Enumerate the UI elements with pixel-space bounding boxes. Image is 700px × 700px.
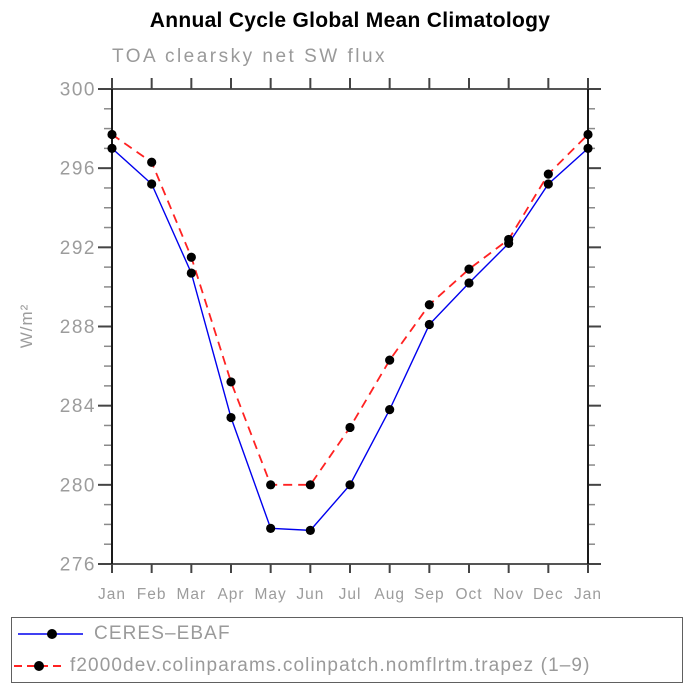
series-line-1 (111, 133, 589, 486)
data-point-marker (107, 129, 117, 140)
y-tick-label: 292 (60, 238, 96, 259)
data-point-marker (504, 234, 514, 245)
x-tick-label: Dec (533, 586, 564, 603)
x-tick-label: Feb (137, 586, 167, 603)
x-tick-label: May (255, 586, 287, 603)
x-tick-label: Aug (374, 586, 405, 603)
legend-marker-icon (34, 661, 44, 671)
data-point-marker (226, 412, 236, 423)
series-line-0 (111, 147, 589, 532)
data-point-marker (186, 268, 196, 278)
legend-sample-dashed-line (14, 661, 65, 671)
data-point-marker (583, 129, 593, 140)
x-tick-label: Jan (574, 586, 602, 603)
data-point-marker (147, 179, 157, 189)
legend-item-f2000dev: f2000dev.colinparams.colinpatch.nomflrtm… (12, 650, 682, 682)
legend-label-2: f2000dev.colinparams.colinpatch.nomflrtm… (70, 655, 591, 676)
x-tick-label: Sep (414, 586, 445, 603)
data-point-marker (186, 252, 196, 262)
legend-item-ceres: CERES–EBAF (12, 618, 682, 650)
data-point-marker (345, 422, 355, 433)
y-tick-label: 300 (60, 80, 96, 101)
data-point-marker (266, 523, 276, 533)
x-tick-label: Jul (339, 586, 362, 603)
x-tick-label: Jan (98, 586, 126, 603)
chart-subtitle: TOA clearsky net SW flux (112, 46, 388, 67)
y-tick-label: 276 (60, 555, 96, 576)
data-point-marker (543, 169, 553, 179)
x-tick-label: Oct (455, 586, 482, 603)
data-point-marker (543, 179, 553, 189)
data-point-marker (107, 143, 117, 153)
data-point-marker (385, 405, 395, 415)
data-point-marker (305, 480, 315, 490)
chart-canvas: Jan Feb Mar Apr May Jun Jul Aug Sep Oct Nov Dec Jan2… (17, 78, 602, 603)
chart-title: Annual Cycle Global Mean Climatology (149, 9, 551, 32)
data-point-marker (424, 319, 434, 330)
x-tick-label: Nov (493, 586, 524, 603)
data-point-marker (424, 300, 434, 310)
y-tick-label: 288 (60, 317, 96, 338)
data-point-marker (266, 480, 276, 490)
y-tick-label: 280 (60, 475, 96, 496)
y-tick-label: 284 (60, 396, 96, 417)
data-point-marker (226, 377, 236, 387)
legend-sample-solid-line (18, 629, 83, 639)
data-point-marker (147, 157, 157, 167)
data-point-marker (583, 143, 593, 153)
y-axis-label: W/m² (17, 304, 36, 349)
x-tick-label: Mar (176, 586, 206, 603)
legend: CERES–EBAF f2000dev.colinparams.colinpat… (11, 617, 683, 683)
data-point-marker (464, 278, 474, 288)
data-point-marker (385, 355, 395, 365)
y-tick-label: 296 (60, 159, 96, 180)
x-tick-label: Jun (296, 586, 324, 603)
legend-marker-icon (47, 629, 57, 639)
data-point-marker (464, 264, 474, 274)
data-point-marker (305, 525, 315, 535)
legend-label-1: CERES–EBAF (94, 623, 231, 644)
x-tick-label: Apr (217, 586, 244, 603)
data-point-marker (345, 480, 355, 490)
